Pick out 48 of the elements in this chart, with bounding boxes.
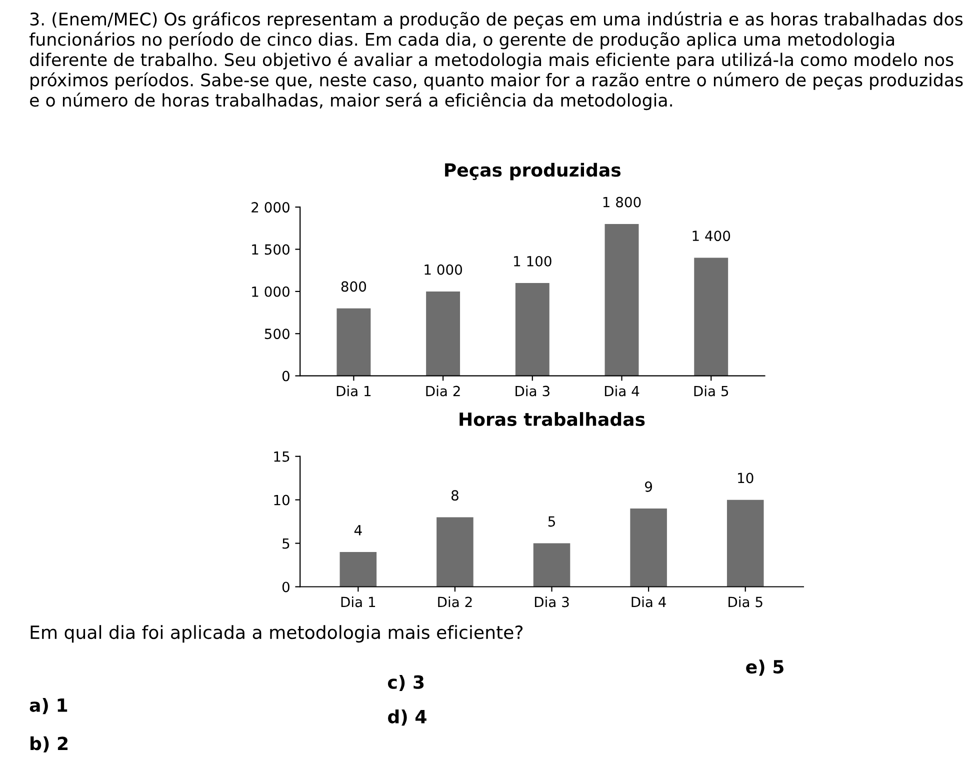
x-tick-label: Dia 4 [632,596,666,608]
bar [604,224,639,376]
x-tick-label: Dia 3 [534,596,569,608]
data-label: 1 100 [514,256,552,266]
data-label: 4 [354,525,362,536]
bar [533,543,570,587]
x-tick-label: Dia 5 [694,386,728,396]
y-tick-label: 1 500 [252,244,290,255]
x-tick-label: Dia 3 [516,386,550,396]
text: 3. (Enem/MEC) Os gráficos representam a produção de peças em uma indústria e as horas trabalhadas dos funcionários no período de cinco dias. Em cada dia, o gerente de produção aplica uma metodologia diferente de trabalho. Seu objetivo é avaliar a metodologia mais eficiente para utilizá-la como modelo nos próximos períodos. Sabe-se que, neste caso, quanto maior for a razão entre o número de peças produzidas e o número de horas trabalhadas, maior será a eficiência da metodologia. [29,12,963,110]
bar [630,508,667,587]
x-tick-label: Dia 1 [341,596,376,608]
bar [694,258,728,376]
x-tick-label: Dia 1 [336,386,371,396]
data-label: 9 [645,481,652,492]
data-label: 10 [738,472,754,484]
y-tick-label: 0 [282,370,290,382]
y-tick-label: 500 [264,328,290,340]
data-label: 800 [341,281,366,292]
text: b) 2 [30,736,68,752]
data-label: 1 800 [603,196,641,208]
bar [340,552,377,587]
x-tick-label: Dia 5 [728,596,762,608]
text: d) 4 [388,709,426,726]
data-label: 1 400 [692,230,730,242]
y-tick-label: 0 [282,582,290,592]
data-label: 1 000 [424,264,462,275]
chart-title: Peças produzidas [445,162,621,180]
bar [726,500,764,587]
y-tick-label: 15 [274,452,290,462]
bar [426,291,460,376]
text: a) 1 [30,698,68,714]
x-tick-label: Dia 2 [426,386,460,396]
bar [436,517,474,587]
data-label: 5 [548,516,555,527]
y-tick-label: 1 000 [252,286,290,297]
bar [515,283,550,376]
chart-title: Horas trabalhadas [460,412,645,426]
bar [336,308,371,376]
x-tick-label: Dia 4 [604,386,640,396]
text: Em qual dia foi aplicada a metodologia mais eficiente? [30,625,523,643]
text: c) 3 [388,674,424,692]
text: e) 5 [746,660,784,676]
y-tick-label: 10 [274,494,290,506]
y-tick-label: 5 [282,538,290,549]
x-tick-label: Dia 2 [438,596,472,608]
data-label: 8 [451,490,458,501]
y-tick-label: 2 000 [252,202,290,213]
